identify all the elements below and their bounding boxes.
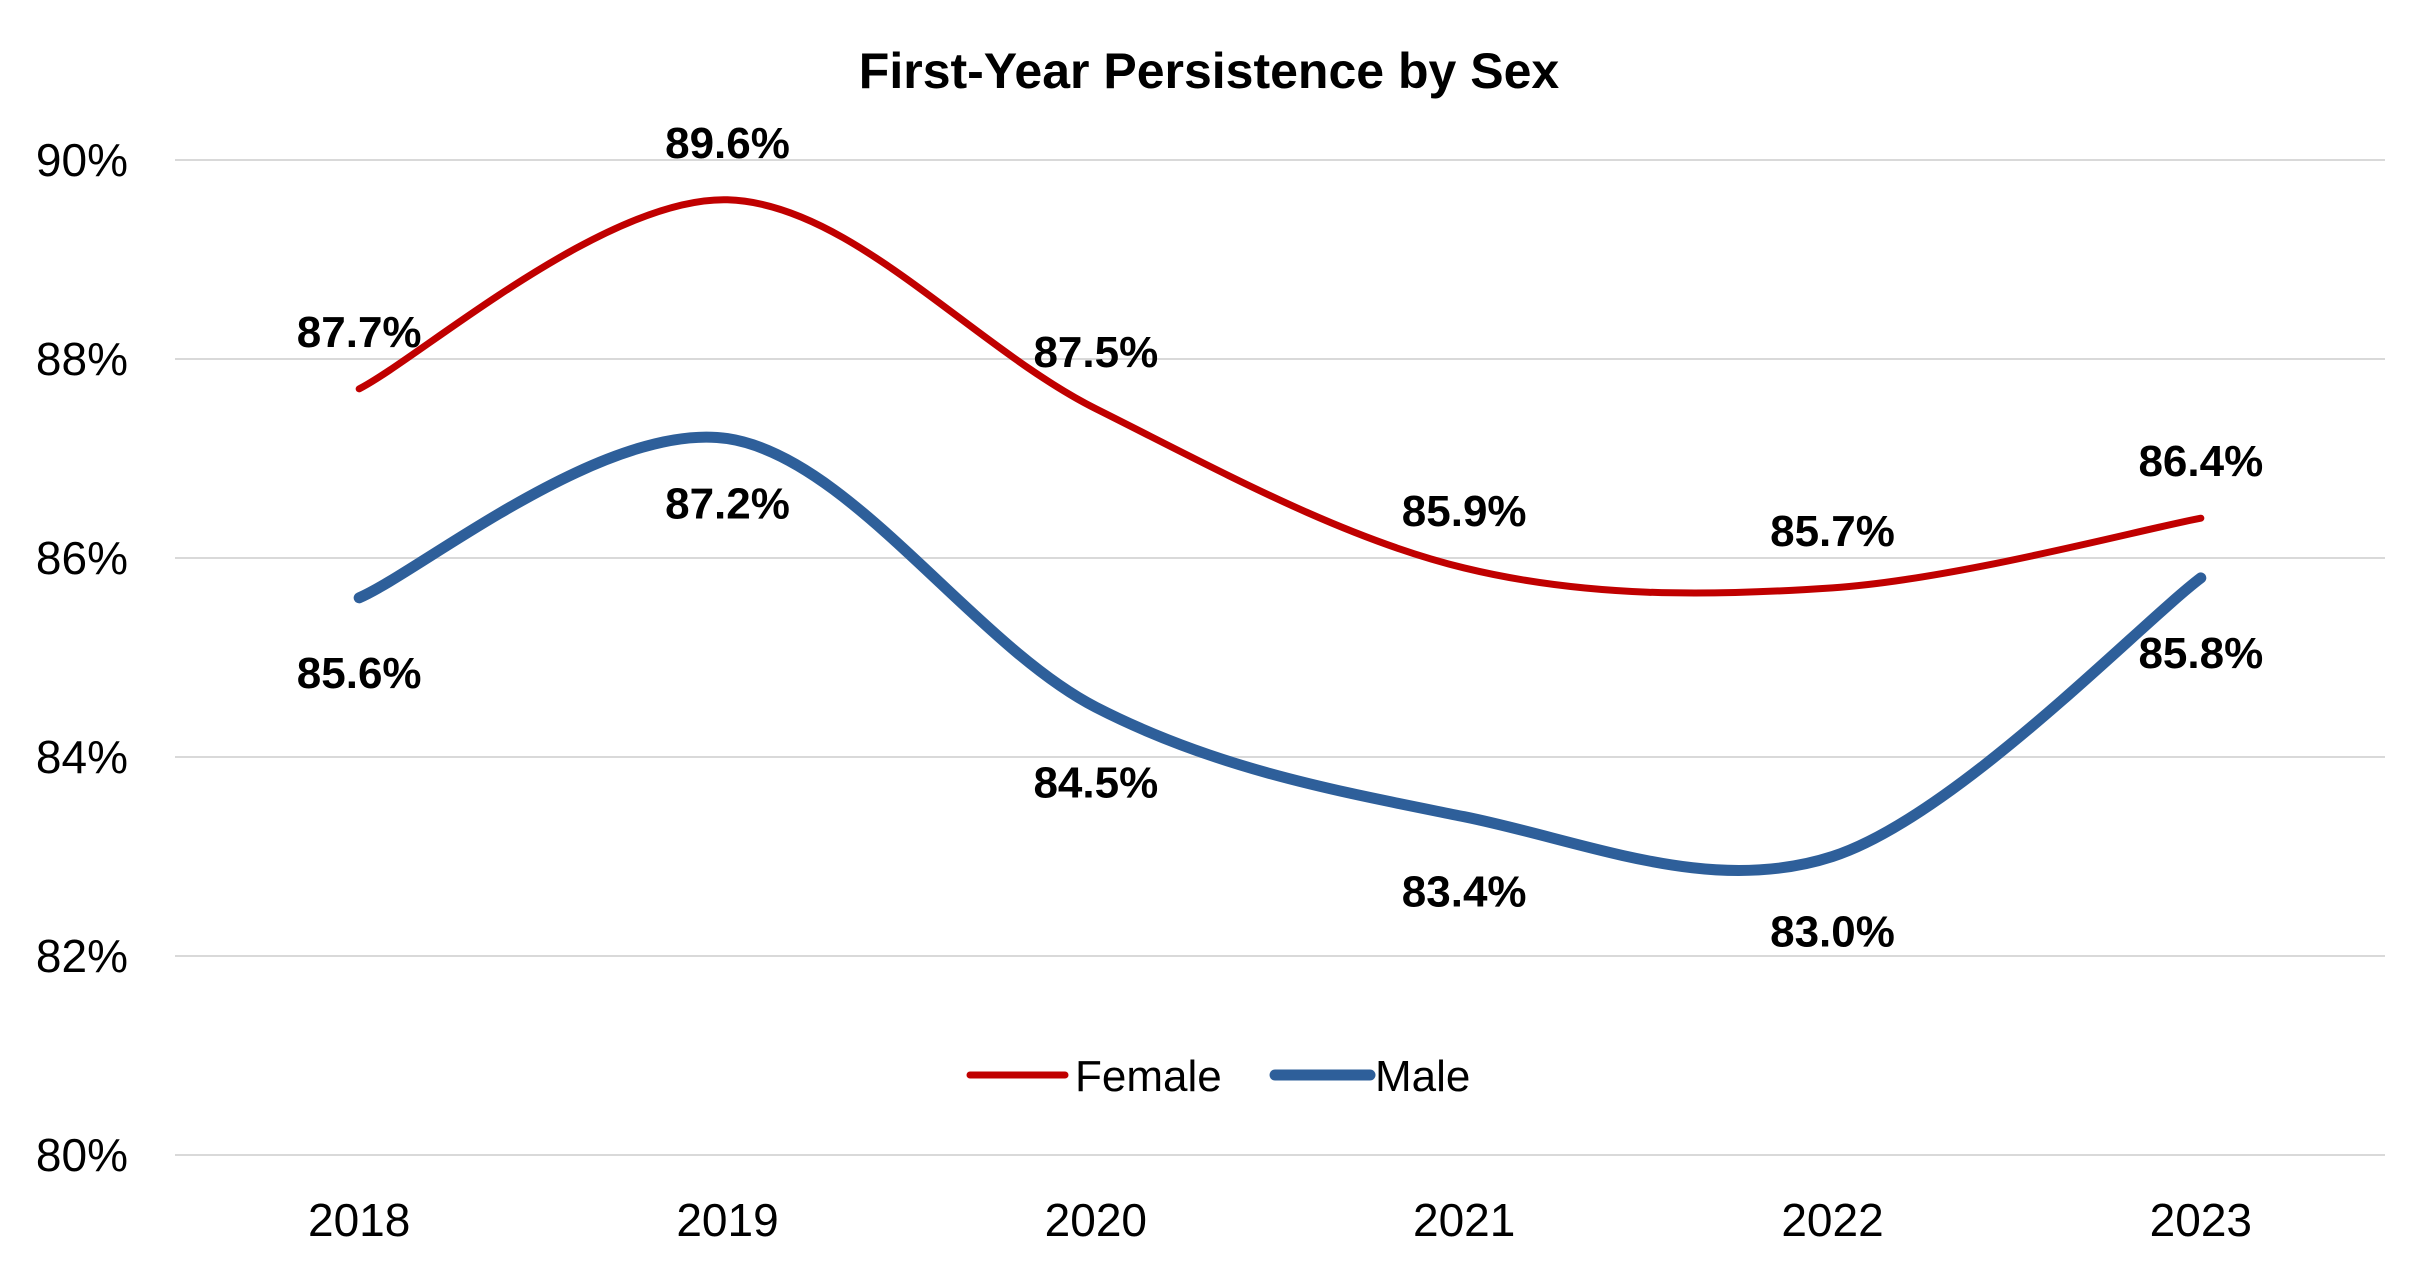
y-tick-label: 80%	[36, 1129, 128, 1181]
y-axis-ticks: 80% 82% 84% 86% 88% 90%	[36, 134, 128, 1181]
data-label-male: 85.8%	[2138, 629, 2263, 678]
x-tick-label: 2019	[676, 1194, 778, 1246]
x-tick-label: 2020	[1045, 1194, 1147, 1246]
series-lines	[353, 196, 2207, 877]
data-label-female: 86.4%	[2138, 437, 2263, 486]
legend-label-female: Female	[1075, 1052, 1222, 1101]
y-tick-label: 82%	[36, 930, 128, 982]
gridlines	[175, 159, 2385, 1156]
x-tick-label: 2021	[1413, 1194, 1515, 1246]
x-tick-label: 2023	[2150, 1194, 2252, 1246]
y-tick-label: 88%	[36, 333, 128, 385]
data-label-male: 85.6%	[297, 649, 422, 698]
x-tick-label: 2022	[1781, 1194, 1883, 1246]
x-tick-label: 2018	[308, 1194, 410, 1246]
data-label-female: 87.7%	[297, 308, 422, 357]
series-line-female	[355, 196, 2205, 597]
legend: Female Male	[966, 1052, 1470, 1101]
data-label-male: 83.4%	[1402, 868, 1527, 917]
chart-title: First-Year Persistence by Sex	[859, 43, 1560, 99]
y-tick-label: 86%	[36, 532, 128, 584]
data-label-male: 87.2%	[665, 480, 790, 529]
data-label-female: 85.7%	[1770, 507, 1895, 556]
legend-label-male: Male	[1375, 1052, 1470, 1101]
x-axis-ticks: 2018 2019 2020 2021 2022 2023	[308, 1194, 2252, 1246]
data-labels: 87.7% 89.6% 87.5% 85.9% 85.7% 86.4% 85.6% 87.2%…	[297, 119, 2263, 957]
y-tick-label: 90%	[36, 134, 128, 186]
data-label-male: 84.5%	[1033, 758, 1158, 807]
series-line-male	[353, 431, 2207, 877]
data-label-male: 83.0%	[1770, 908, 1895, 957]
data-label-female: 89.6%	[665, 119, 790, 168]
data-label-female: 85.9%	[1402, 487, 1527, 536]
y-tick-label: 84%	[36, 731, 128, 783]
data-label-female: 87.5%	[1033, 328, 1158, 377]
